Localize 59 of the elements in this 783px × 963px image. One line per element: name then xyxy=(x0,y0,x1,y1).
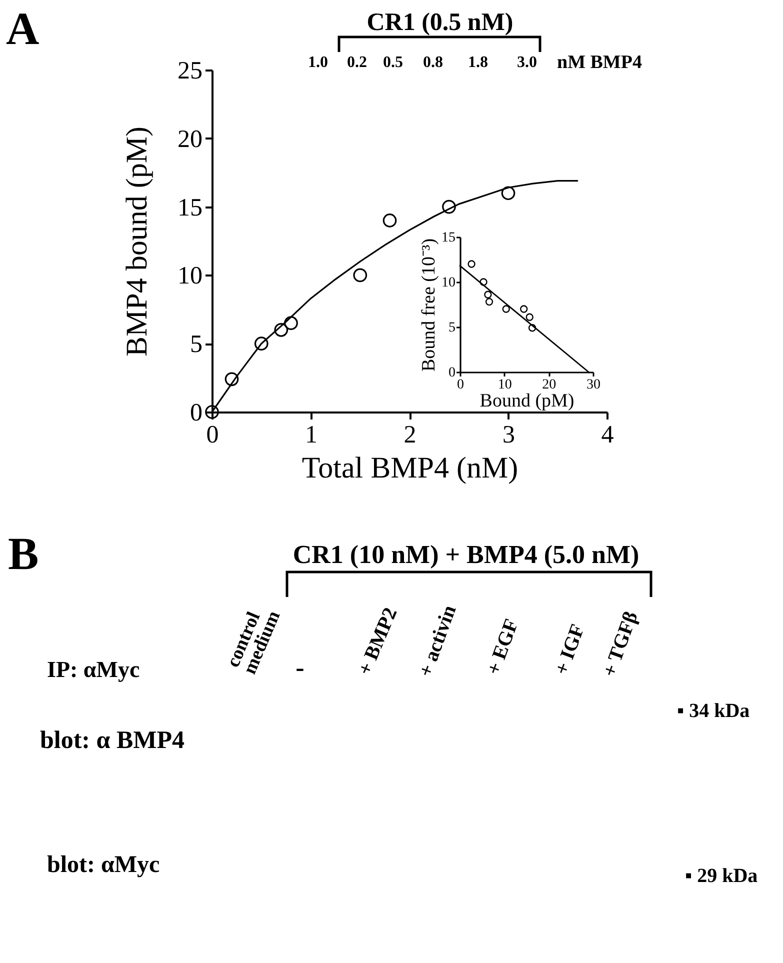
point xyxy=(501,186,516,200)
y-axis-title: Bound free (10⁻³) xyxy=(418,238,440,372)
annotation: 0.2 xyxy=(347,54,367,71)
point xyxy=(526,313,534,321)
y-tick-label: 5 xyxy=(448,320,456,336)
annotation: 1.0 xyxy=(308,54,328,71)
point xyxy=(520,305,528,313)
text: blot: αMyc xyxy=(47,852,160,878)
annotation: 0.8 xyxy=(423,54,443,71)
text: + EGF xyxy=(482,616,524,678)
point xyxy=(353,268,368,282)
point xyxy=(480,278,488,286)
text: IP: αMyc xyxy=(47,657,140,682)
y-tick-label: 15 xyxy=(178,194,202,222)
annotation: 1.8 xyxy=(468,54,488,71)
point xyxy=(284,316,298,330)
point xyxy=(502,305,510,313)
y-tick-label: 0 xyxy=(448,366,456,380)
point xyxy=(468,260,476,268)
point xyxy=(274,323,288,337)
point xyxy=(528,324,536,332)
point xyxy=(254,336,268,351)
annotation: nM BMP4 xyxy=(557,52,642,73)
y-tick-label: 5 xyxy=(190,331,202,358)
annotation: 3.0 xyxy=(517,54,537,71)
y-tick-label: 25 xyxy=(178,58,202,84)
x-axis-title: Total BMP4 (nM) xyxy=(302,452,518,484)
text: ▪ 29 kDa xyxy=(685,865,758,887)
x-axis-title: Bound (pM) xyxy=(480,390,574,412)
x-tick-label: 2 xyxy=(404,422,416,448)
x-tick-label: 1 xyxy=(305,422,318,448)
point xyxy=(382,214,397,228)
text: CR1 (10 nM) + BMP4 (5.0 nM) xyxy=(292,540,640,569)
text: + BMP2 xyxy=(354,604,402,678)
text: B xyxy=(8,528,39,579)
x-tick-label: 4 xyxy=(601,422,614,448)
y-tick-label: 10 xyxy=(178,262,202,290)
text: CR1 (0.5 nM) xyxy=(366,9,514,36)
y-axis-title: BMP4 bound (pM) xyxy=(120,126,154,357)
x-tick-label: 10 xyxy=(498,378,512,392)
y-tick-label: 20 xyxy=(178,126,202,153)
point xyxy=(485,298,494,306)
text: ▪ 34 kDa xyxy=(677,700,750,722)
text: A xyxy=(6,3,40,54)
y-tick-label: 15 xyxy=(442,230,456,246)
x-tick-label: 30 xyxy=(586,378,600,392)
text: blot: α BMP4 xyxy=(40,727,185,754)
text: - xyxy=(296,653,304,682)
point xyxy=(484,290,492,298)
y-tick-label: 0 xyxy=(190,400,202,426)
point xyxy=(442,200,456,214)
x-tick-label: 3 xyxy=(502,422,515,448)
text: + activin xyxy=(414,602,461,680)
text: + IGF xyxy=(550,621,590,678)
point xyxy=(224,372,239,386)
text: + TGFβ xyxy=(598,608,642,680)
x-tick-label: 20 xyxy=(542,378,556,392)
y-tick-label: 10 xyxy=(442,276,456,290)
annotation: 0.5 xyxy=(383,54,403,71)
